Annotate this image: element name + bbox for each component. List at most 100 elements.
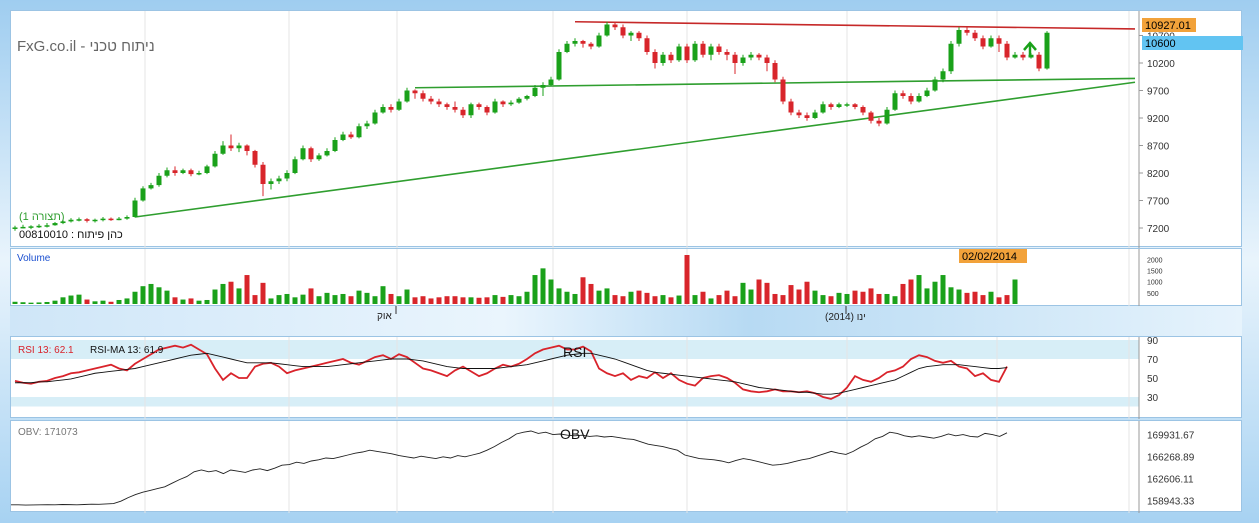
volume-bar: [956, 289, 962, 304]
volume-bar: [260, 282, 266, 304]
candle-body: [844, 104, 850, 106]
volume-bar: [332, 295, 338, 304]
last-price-badge: 10927.01: [1145, 20, 1191, 32]
volume-bar: [628, 291, 634, 304]
volume-bar: [508, 295, 514, 304]
candle-body: [332, 140, 338, 151]
candle-body: [108, 218, 114, 221]
price-panel: 1070010200970092008700820077007200 10927…: [10, 10, 1243, 248]
volume-bar: [604, 288, 610, 304]
candle-body: [204, 166, 210, 173]
volume-bar: [180, 299, 186, 304]
volume-tick-label: 1500: [1147, 269, 1163, 276]
candle-body: [148, 185, 154, 189]
candle-body: [876, 120, 882, 124]
candle-body: [572, 41, 578, 44]
candle-body: [356, 126, 362, 138]
volume-bar: [780, 295, 786, 304]
volume-bar: [580, 277, 586, 304]
rsi-grid: [144, 337, 1140, 419]
volume-bar: [516, 296, 522, 304]
volume-bar: [364, 292, 370, 304]
candle-body: [76, 219, 82, 221]
volume-bar: [220, 283, 226, 304]
candle-body: [868, 112, 874, 121]
volume-bar: [404, 289, 410, 304]
volume-bar: [812, 290, 818, 304]
volume-tick-label: 500: [1147, 291, 1159, 298]
rsi-band: [11, 397, 1139, 407]
rsi-ma-legend: RSI-MA 13: 61.9: [90, 345, 164, 356]
trendline-support: [134, 81, 1136, 218]
candle-body: [340, 134, 346, 140]
volume-bar: [292, 297, 298, 304]
date-badge: 02/02/2014: [962, 251, 1017, 263]
volume-bar: [828, 296, 834, 304]
volume-bar: [900, 283, 906, 304]
price-tick-label: 8200: [1147, 169, 1170, 180]
volume-bar: [620, 296, 626, 304]
volume-bar: [276, 295, 282, 304]
candle-body: [764, 57, 770, 63]
volume-bar: [724, 290, 730, 304]
candle-body: [28, 226, 34, 228]
volume-bar: [820, 295, 826, 304]
price-grid: [144, 11, 1140, 248]
volume-bar: [444, 296, 450, 304]
volume-bar: [1012, 279, 1018, 304]
candle-body: [324, 151, 330, 156]
volume-bar: [764, 282, 770, 304]
price-tick-label: 9200: [1147, 114, 1170, 125]
candle-body: [20, 226, 26, 229]
volume-bar: [12, 301, 18, 304]
volume-panel: 2000 1500 1000 500 Volume 02/02/2014: [10, 248, 1242, 307]
volume-bar: [428, 298, 434, 304]
candle-body: [292, 159, 298, 173]
volume-bar: [340, 293, 346, 304]
volume-bar: [132, 291, 138, 304]
candle-body: [612, 24, 618, 28]
volume-bar: [988, 291, 994, 304]
volume-bar: [644, 292, 650, 304]
candle-body: [540, 85, 546, 88]
candle-body: [412, 90, 418, 94]
candle-body: [620, 27, 626, 36]
candle-body: [724, 52, 730, 55]
trendline-resistance: [574, 20, 1136, 30]
pattern-label: (תצורה 1): [19, 211, 65, 223]
candle-body: [508, 102, 514, 105]
obv-line: [11, 430, 1008, 506]
candle-body: [836, 104, 842, 107]
volume-bar: [756, 279, 762, 304]
volume-bar: [492, 295, 498, 304]
candle-body: [588, 43, 594, 47]
candle-body: [932, 79, 938, 91]
volume-bar: [860, 291, 866, 304]
volume-bar: [684, 255, 690, 304]
current-price-badge-bg: [1142, 36, 1243, 50]
obv-tick-label: 166268.89: [1147, 452, 1195, 463]
rsi-ma-line: [15, 352, 1008, 395]
price-tick-label: 7700: [1147, 197, 1170, 208]
volume-bar: [596, 290, 602, 304]
volume-bar: [228, 281, 234, 304]
volume-bar: [788, 285, 794, 304]
volume-bar: [748, 289, 754, 304]
volume-bar: [876, 293, 882, 304]
volume-bar: [924, 288, 930, 304]
candle-body: [188, 170, 194, 175]
candle-body: [180, 170, 186, 173]
volume-bar: [148, 283, 154, 304]
volume-bar: [588, 283, 594, 304]
candle-body: [708, 46, 714, 55]
price-tick-label: 7200: [1147, 224, 1170, 235]
candle-body: [940, 71, 946, 80]
volume-bar: [916, 275, 922, 304]
volume-bar: [244, 275, 250, 304]
date-badge-bg: [959, 249, 1027, 263]
candle-body: [228, 145, 234, 149]
candle-body: [628, 32, 634, 36]
candles: [12, 21, 1050, 231]
volume-bar: [836, 292, 842, 304]
candle-body: [492, 101, 498, 113]
